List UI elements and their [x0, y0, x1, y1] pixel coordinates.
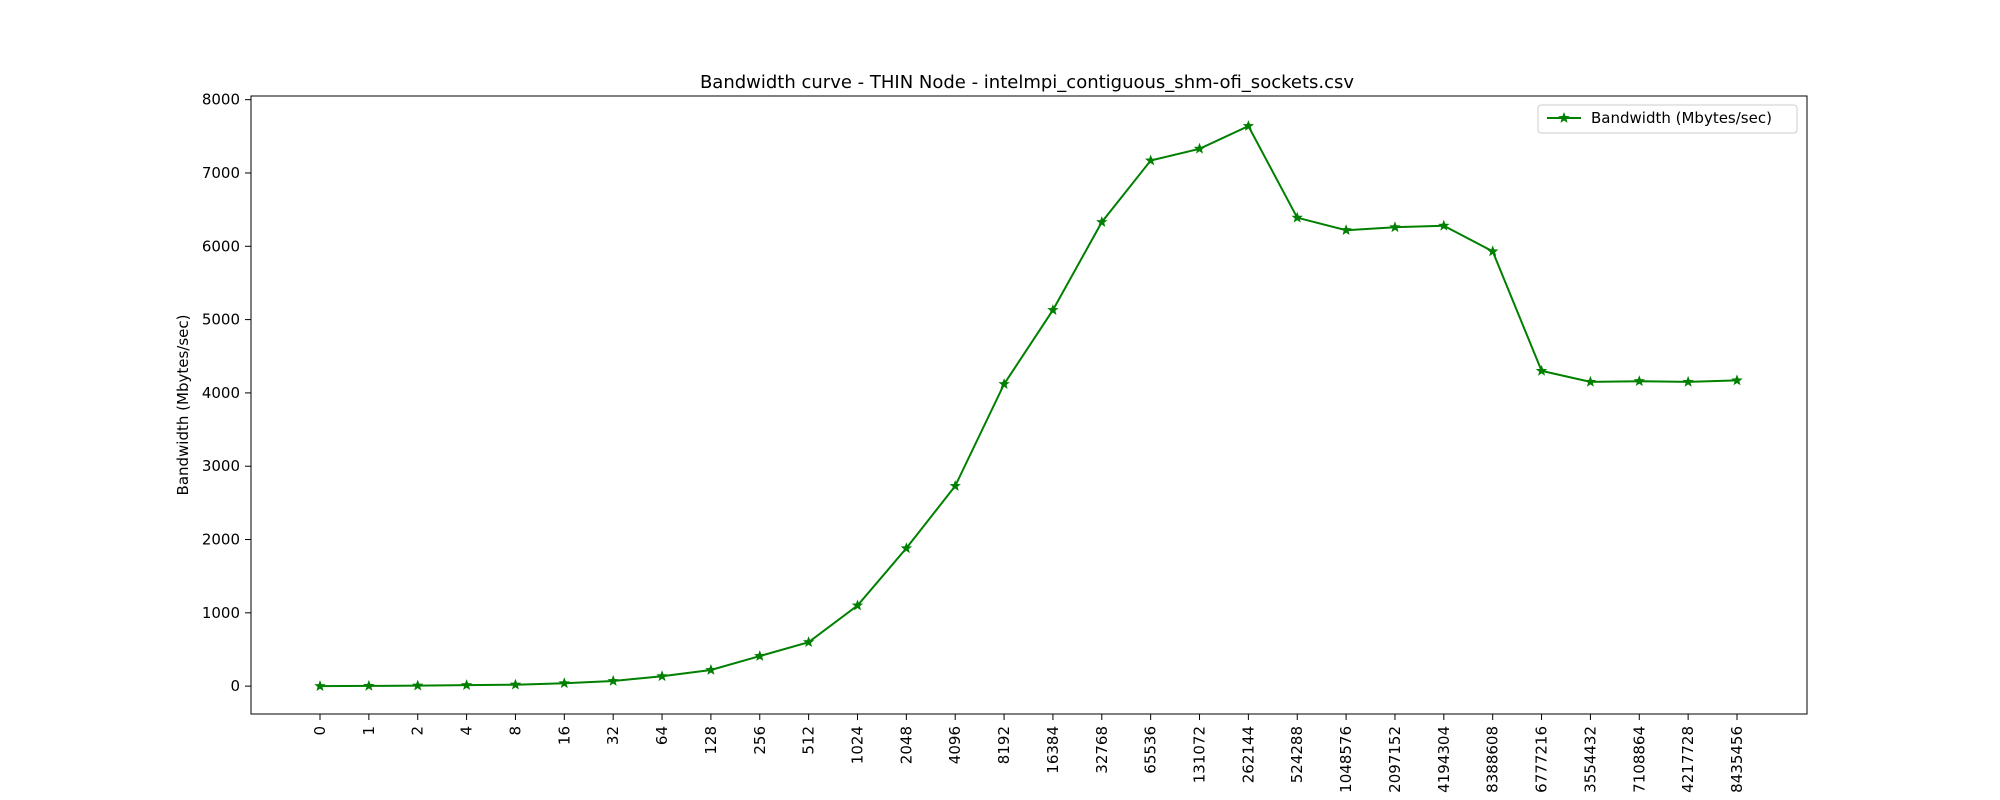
- x-tick-label: 2: [409, 726, 427, 736]
- data-point: [1535, 364, 1548, 376]
- y-axis: 0 1000 2000 3000 4000 5000 6000 7000 8000: [202, 91, 251, 695]
- data-point: [1389, 221, 1401, 233]
- data-point: [705, 664, 717, 675]
- data-point: [1340, 224, 1352, 235]
- y-tick-label: 4000: [202, 384, 240, 402]
- data-point: [460, 679, 473, 690]
- plot-frame: [250, 95, 1808, 715]
- data-point: [1487, 245, 1499, 257]
- x-tick-label: 1: [360, 726, 378, 736]
- data-point: [656, 670, 668, 682]
- data-point: [1633, 375, 1645, 386]
- data-point: [1438, 219, 1450, 231]
- legend-marker-star: [1558, 112, 1570, 123]
- x-tick-label: 0: [311, 726, 329, 736]
- series-layer: [314, 120, 1743, 691]
- data-point: [900, 542, 913, 554]
- y-axis-label-group: Bandwidth (Mbytes/sec): [174, 315, 192, 496]
- x-tick-label: 2097152: [1386, 726, 1404, 793]
- data-point: [1291, 211, 1303, 223]
- legend: Bandwidth (Mbytes/sec): [1537, 104, 1798, 134]
- x-tick-label: 65536: [1142, 726, 1160, 774]
- x-tick-label: 7108864: [1630, 726, 1648, 793]
- x-tick-label: 4: [458, 726, 476, 736]
- x-tick-label: 262144: [1239, 726, 1257, 783]
- data-point: [802, 636, 815, 647]
- x-tick-label: 524288: [1288, 726, 1306, 783]
- data-point: [1731, 374, 1743, 386]
- x-tick-label: 64: [653, 726, 671, 745]
- data-point: [1096, 216, 1108, 227]
- y-tick-label: 2000: [202, 531, 240, 549]
- data-point: [754, 650, 766, 661]
- y-tick-label: 7000: [202, 164, 240, 182]
- data-point: [558, 677, 570, 689]
- data-point: [314, 680, 326, 691]
- x-tick-label: 8388608: [1484, 726, 1502, 793]
- y-tick-label: 8000: [202, 91, 240, 109]
- data-point: [607, 675, 619, 686]
- x-tick-label: 256: [751, 726, 769, 755]
- x-tick-label: 128: [702, 726, 720, 755]
- data-point: [509, 678, 522, 690]
- series-line: [319, 124, 1738, 688]
- x-tick-label: 16384: [1044, 726, 1062, 774]
- x-tick-label: 1024: [848, 726, 866, 764]
- data-point: [998, 378, 1010, 389]
- x-tick-label: 4217728: [1679, 726, 1697, 793]
- data-point: [412, 679, 424, 691]
- x-tick-label: 2048: [897, 726, 915, 764]
- x-tick-label: 4194304: [1435, 726, 1453, 793]
- data-point: [1193, 142, 1206, 154]
- x-tick-label: 6777216: [1533, 726, 1551, 793]
- x-tick-label: 4096: [946, 726, 964, 764]
- y-tick-label: 0: [230, 677, 240, 695]
- y-axis-label: Bandwidth (Mbytes/sec): [174, 315, 192, 496]
- y-tick-label: 1000: [202, 604, 240, 622]
- x-tick-label: 131072: [1191, 726, 1209, 783]
- legend-label: Bandwidth (Mbytes/sec): [1591, 109, 1772, 127]
- legend-box: [1537, 104, 1798, 134]
- data-point: [363, 679, 375, 691]
- x-tick-label: 32: [604, 726, 622, 745]
- x-axis: 0 1 2 4 8 16 32 64 128 256 512 1024 2048 4096 8192 1638…: [311, 714, 1746, 793]
- data-point: [1682, 375, 1694, 387]
- data-point: [1047, 304, 1059, 315]
- x-tick-label: 1048576: [1337, 726, 1355, 793]
- x-tick-label: 16: [555, 726, 573, 745]
- data-point: [1584, 375, 1597, 387]
- data-point: [1144, 154, 1157, 166]
- x-tick-label: 8435456: [1728, 726, 1746, 793]
- x-tick-label: 512: [800, 726, 818, 755]
- data-point: [949, 480, 961, 491]
- x-tick-label: 32768: [1093, 726, 1111, 774]
- y-tick-label: 5000: [202, 311, 240, 329]
- data-point: [1242, 120, 1255, 131]
- y-tick-label: 6000: [202, 237, 240, 255]
- x-tick-label: 8: [506, 726, 524, 736]
- x-tick-label: 8192: [995, 726, 1013, 764]
- chart-title: Bandwidth curve - THIN Node - intelmpi_c…: [700, 72, 1354, 93]
- y-tick-label: 3000: [202, 457, 240, 475]
- data-point: [851, 599, 864, 611]
- x-tick-label: 3554432: [1581, 726, 1599, 793]
